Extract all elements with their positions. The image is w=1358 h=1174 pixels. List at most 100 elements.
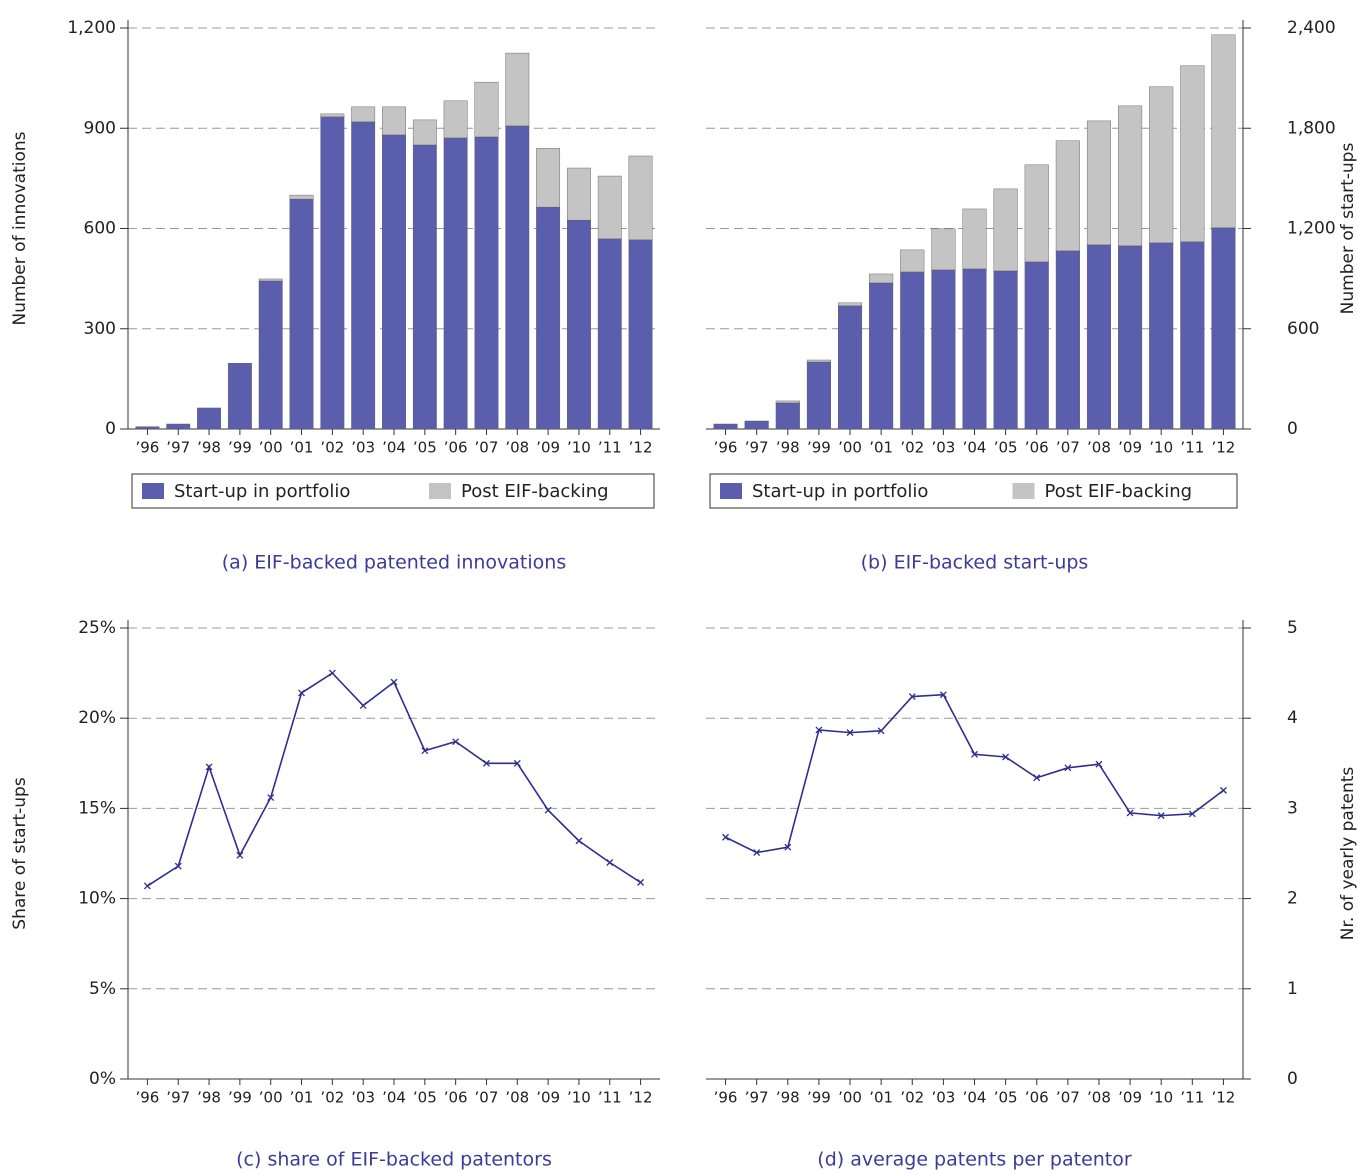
panel: 0% 5% 10% 15% 20% 25% Share of start-ups ’96 ’97… [10, 618, 660, 1171]
bar [775, 400, 800, 404]
x-tick-label: ’11 [598, 439, 622, 457]
x-tick-label: ’11 [1180, 439, 1204, 457]
marker [1095, 760, 1103, 768]
panel: 0 1 2 3 4 5 Nr. of yearly patents ’96 ’97 ’98 ’99 ’… [706, 618, 1358, 1171]
y-tick-label: 4 [1287, 708, 1298, 728]
marker [877, 727, 885, 735]
x-tick-label: ’97 [166, 439, 190, 457]
marker [483, 759, 490, 767]
y-tick-label: 300 [84, 319, 116, 339]
x-tick-label: ’08 [1087, 439, 1111, 457]
bar [443, 137, 468, 430]
bar [1118, 245, 1143, 430]
x-tick-label: ’01 [869, 1089, 893, 1107]
x-tick-label: ’02 [320, 1089, 344, 1107]
x-tick-label: ’11 [1180, 1089, 1204, 1107]
x-tick-label: ’97 [745, 1089, 769, 1107]
x-tick-label: ’01 [290, 1089, 314, 1107]
legend-swatch [142, 483, 164, 499]
x-tick-label: ’10 [1149, 1089, 1173, 1107]
marker [971, 750, 978, 758]
caption: (c) share of EIF-backed patentors [236, 1149, 552, 1171]
bar [1024, 164, 1049, 263]
bar [1086, 244, 1111, 430]
x-tick-label: ’00 [838, 1089, 862, 1107]
x-tick-label: ’10 [567, 1089, 591, 1107]
bar [962, 268, 987, 430]
marker [513, 759, 521, 767]
bar [993, 270, 1018, 430]
marker [575, 837, 583, 845]
marker [421, 747, 429, 755]
bar [806, 359, 831, 363]
y-tick-label: 1 [1287, 979, 1298, 999]
bar [536, 148, 561, 208]
x-tick-label: ’04 [382, 1089, 406, 1107]
bar [931, 269, 956, 430]
marker [267, 794, 275, 802]
x-tick-label: ’12 [629, 1089, 653, 1107]
marker [1188, 810, 1196, 818]
x-tick-label: ’96 [135, 439, 159, 457]
y-tick-label: 5 [1287, 618, 1298, 638]
x-tick-label: ’97 [745, 439, 769, 457]
bar [1024, 261, 1049, 430]
y-tick-label: 0 [1287, 1069, 1298, 1089]
bar [1055, 140, 1080, 252]
bar [258, 280, 283, 430]
marker [606, 859, 614, 866]
legend-label: Post EIF-backing [1045, 481, 1193, 502]
bar [351, 106, 376, 123]
y-tick-label: 900 [84, 118, 116, 138]
marker [544, 806, 552, 814]
x-tick-label: ’01 [290, 439, 314, 457]
marker [452, 738, 460, 746]
bar [869, 282, 894, 430]
marker [784, 843, 792, 851]
bar [597, 175, 622, 240]
bar [382, 134, 406, 430]
bar [713, 423, 738, 430]
x-tick-label: ’06 [1025, 439, 1049, 457]
y-tick-label: 0% [89, 1069, 116, 1089]
x-tick-label: ’07 [1056, 1089, 1080, 1107]
x-tick-label: ’12 [1212, 1089, 1236, 1107]
bar [289, 194, 314, 200]
x-tick-label: ’98 [197, 1089, 221, 1107]
bar [838, 305, 863, 430]
bar [412, 119, 437, 146]
y-tick-label: 1,200 [1287, 219, 1336, 239]
bar [900, 249, 925, 273]
marker [359, 702, 367, 710]
bar [744, 420, 769, 430]
bar [1180, 241, 1205, 430]
x-tick-label: ’02 [900, 1089, 924, 1107]
marker [143, 882, 151, 890]
bar [628, 155, 653, 241]
x-tick-label: ’06 [444, 1089, 468, 1107]
bar [1149, 86, 1174, 244]
x-tick-label: ’08 [505, 1089, 529, 1107]
marker [753, 849, 761, 857]
x-tick-label: ’99 [228, 1089, 252, 1107]
x-tick-label: ’06 [1025, 1089, 1049, 1107]
panel: 0 600 1,200 1,800 2,400 Number of start-ups ’9… [706, 18, 1358, 574]
x-tick-label: ’05 [994, 1089, 1018, 1107]
x-tick-label: ’09 [1118, 1089, 1142, 1107]
bar [505, 125, 530, 430]
bar [628, 239, 653, 430]
bar [320, 113, 345, 118]
y-tick-label: 25% [78, 618, 116, 638]
marker [908, 693, 916, 701]
x-tick-label: ’04 [382, 439, 406, 457]
bar [1086, 120, 1111, 246]
bar [382, 106, 406, 136]
bar [962, 208, 987, 270]
y-tick-label: 2,400 [1287, 18, 1336, 38]
bar [412, 144, 437, 430]
x-tick-label: ’09 [536, 1089, 560, 1107]
x-tick-label: ’01 [869, 439, 893, 457]
x-tick-label: ’00 [259, 1089, 283, 1107]
x-tick-label: ’96 [714, 1089, 738, 1107]
x-tick-label: ’02 [900, 439, 924, 457]
